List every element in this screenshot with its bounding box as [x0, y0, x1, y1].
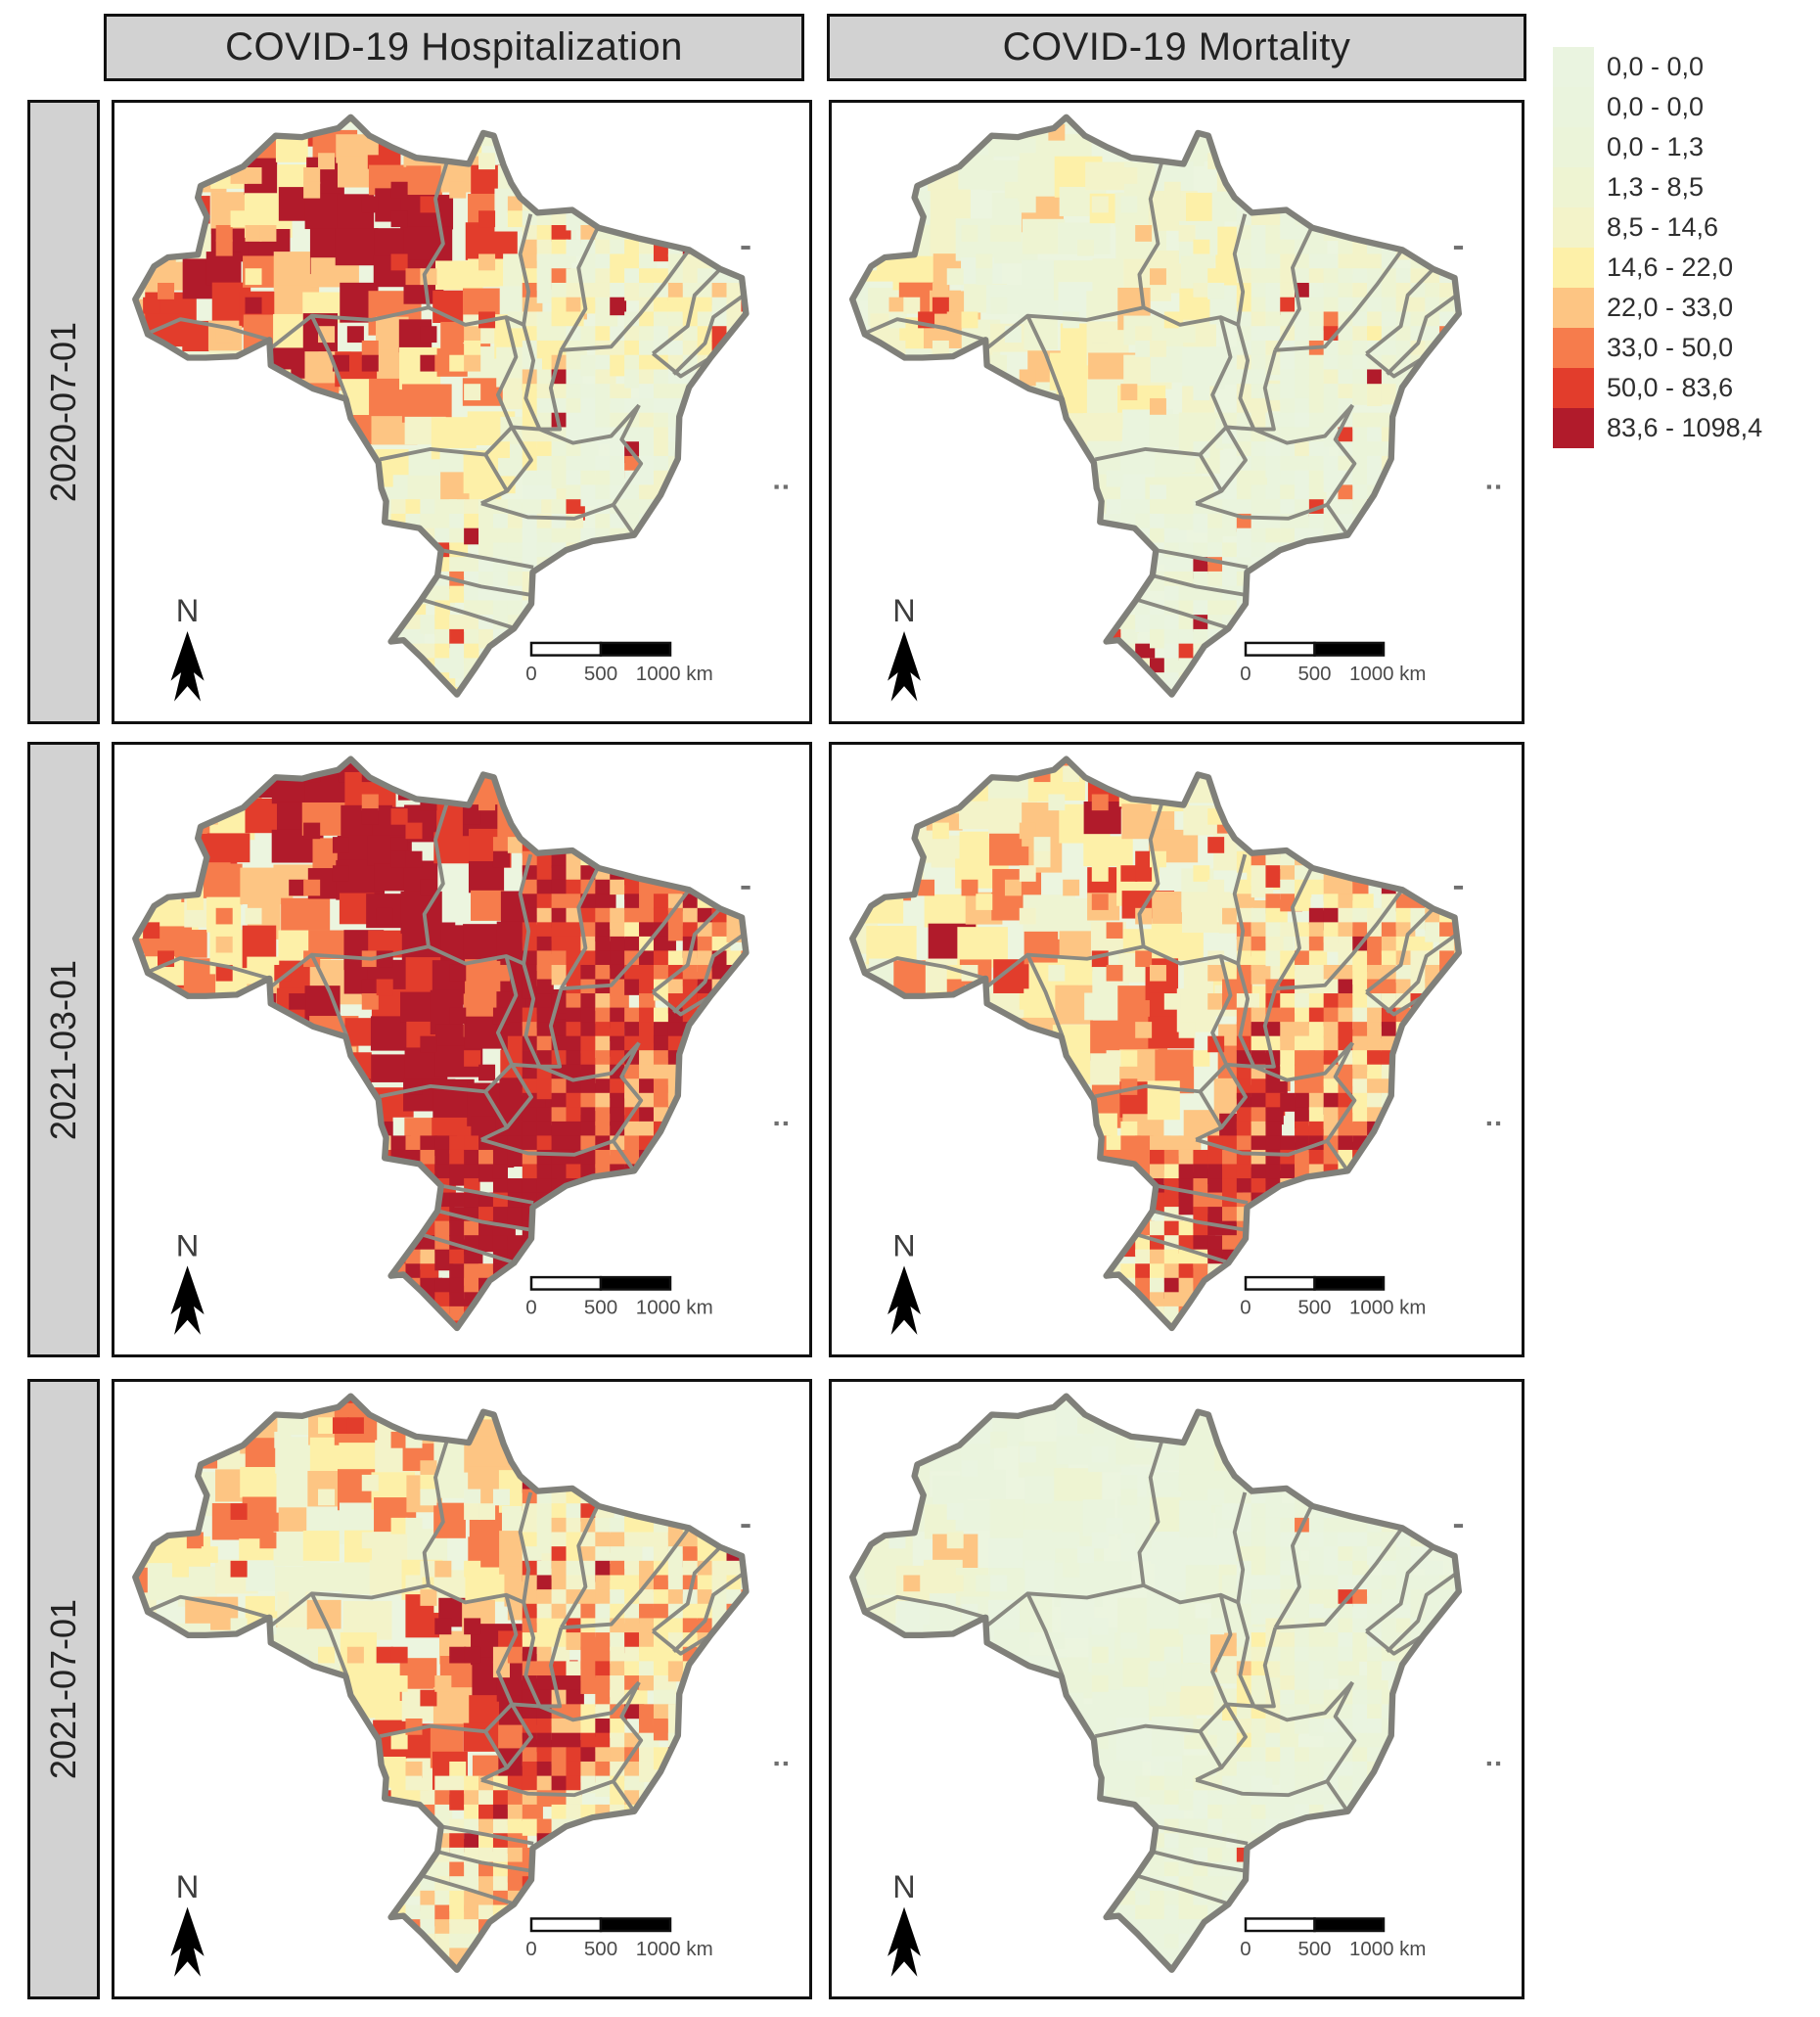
- legend-swatch-6: [1553, 288, 1594, 328]
- map-panel-mortality-2021-07-01: N 0 500 1000 km: [829, 1379, 1524, 1999]
- legend-class-label-4: 8,5 - 14,6: [1607, 212, 1719, 242]
- column-header-mortality: COVID-19 Mortality: [827, 14, 1526, 81]
- legend-swatch-2: [1553, 127, 1594, 167]
- svg-text:1000 km: 1000 km: [636, 663, 713, 685]
- legend-class-label-0: 0,0 - 0,0: [1607, 52, 1705, 81]
- legend-class-label-6: 22,0 - 33,0: [1607, 293, 1734, 322]
- legend-class-label-7: 33,0 - 50,0: [1607, 333, 1734, 362]
- svg-text:500: 500: [584, 1298, 617, 1319]
- brazil-choropleth-2: N 0 500 1000 km: [132, 756, 788, 1335]
- legend-swatch-4: [1553, 207, 1594, 248]
- svg-text:N: N: [176, 593, 200, 628]
- svg-text:0: 0: [525, 663, 536, 685]
- row-label-2020-07-01-text: 2020-07-01: [43, 321, 83, 503]
- svg-text:500: 500: [584, 663, 617, 685]
- legend-swatch-8: [1553, 368, 1594, 408]
- map-panel-hospitalization-2020-07-01: N 0 500 1000 km: [112, 100, 812, 724]
- legend-swatch-0: [1553, 47, 1594, 87]
- legend-class-label-5: 14,6 - 22,0: [1607, 252, 1734, 282]
- svg-text:0: 0: [525, 1298, 536, 1319]
- brazil-choropleth-0: N 0 500 1000 km: [132, 114, 788, 702]
- svg-text:500: 500: [1297, 664, 1331, 685]
- map-panel-hospitalization-2021-03-01: N 0 500 1000 km: [112, 742, 812, 1357]
- row-label-2021-03-01-text: 2021-03-01: [43, 959, 83, 1140]
- column-header-hospitalization-label: COVID-19 Hospitalization: [225, 25, 683, 69]
- legend-class-label-1: 0,0 - 0,0: [1607, 92, 1705, 121]
- legend-swatch-9: [1553, 408, 1594, 448]
- svg-text:1000 km: 1000 km: [1349, 664, 1426, 685]
- legend-swatch-5: [1553, 248, 1594, 288]
- legend-class-label-3: 1,3 - 8,5: [1607, 172, 1705, 202]
- column-header-mortality-label: COVID-19 Mortality: [1002, 25, 1351, 69]
- svg-text:0: 0: [1240, 664, 1251, 685]
- map-panel-mortality-2020-07-01: N 0 500 1000 km: [829, 100, 1524, 724]
- legend-swatch-1: [1553, 87, 1594, 127]
- map-panel-mortality-2021-03-01: N 0 500 1000 km: [829, 742, 1524, 1357]
- legend-labels: 0,0 - 0,0 0,0 - 0,0 0,0 - 1,3 1,3 - 8,5 8,5 …: [1607, 47, 1762, 448]
- row-label-2021-07-01-text: 2021-07-01: [43, 1598, 83, 1780]
- map-panel-hospitalization-2021-07-01: N 0 500 1000 km: [112, 1379, 812, 1999]
- brazil-choropleth-5: N0 500 1000 km: [848, 1393, 1501, 1977]
- legend-class-label-8: 50,0 - 83,6: [1607, 373, 1734, 402]
- row-label-2021-03-01: 2021-03-01: [27, 742, 100, 1357]
- legend-class-label-9: 83,6 - 1098,4: [1607, 413, 1763, 442]
- legend-swatch-3: [1553, 167, 1594, 207]
- brazil-choropleth-3: N0 500 1000 km: [848, 756, 1501, 1335]
- legend-class-label-2: 0,0 - 1,3: [1607, 132, 1705, 161]
- svg-text:1000 km: 1000 km: [636, 1298, 713, 1319]
- legend-swatch-7: [1553, 328, 1594, 368]
- svg-text:N: N: [176, 1228, 200, 1263]
- brazil-choropleth-1: N 0 500 1000 km: [848, 114, 1501, 702]
- row-label-2021-07-01: 2021-07-01: [27, 1379, 100, 1999]
- legend-colorbar: [1553, 47, 1594, 448]
- svg-text:N: N: [892, 593, 915, 628]
- row-label-2020-07-01: 2020-07-01: [27, 100, 100, 724]
- brazil-choropleth-4: N0 500 1000 km: [132, 1393, 788, 1977]
- column-header-hospitalization: COVID-19 Hospitalization: [104, 14, 804, 81]
